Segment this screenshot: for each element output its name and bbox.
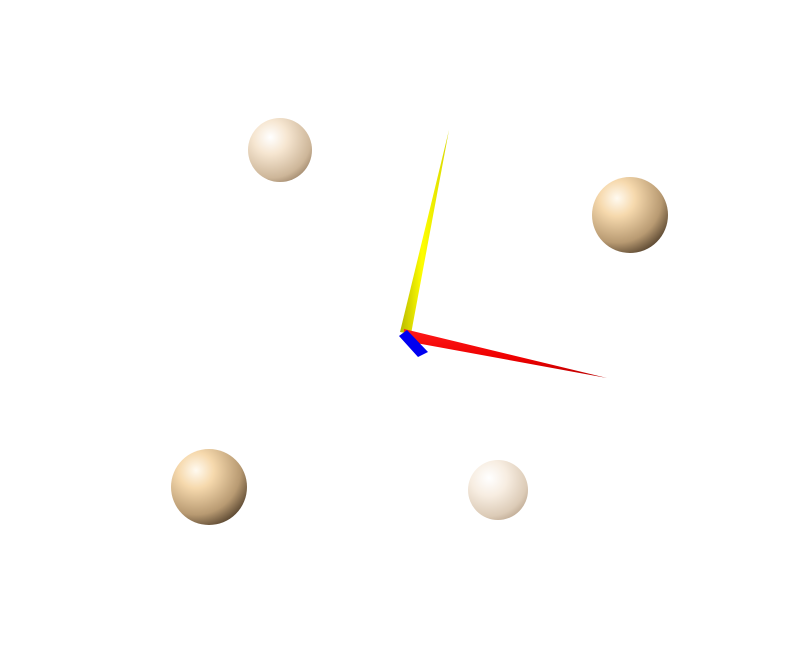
atom-sphere-3[interactable]	[171, 449, 247, 525]
atom-sphere-1[interactable]	[248, 118, 312, 182]
x-axis-arrow	[404, 329, 607, 378]
z-axis-arrow	[399, 330, 428, 357]
atom-sphere-2[interactable]	[592, 177, 668, 253]
y-axis-arrow	[400, 130, 449, 334]
axis-triad	[399, 130, 607, 378]
atom-sphere-4[interactable]	[468, 460, 528, 520]
